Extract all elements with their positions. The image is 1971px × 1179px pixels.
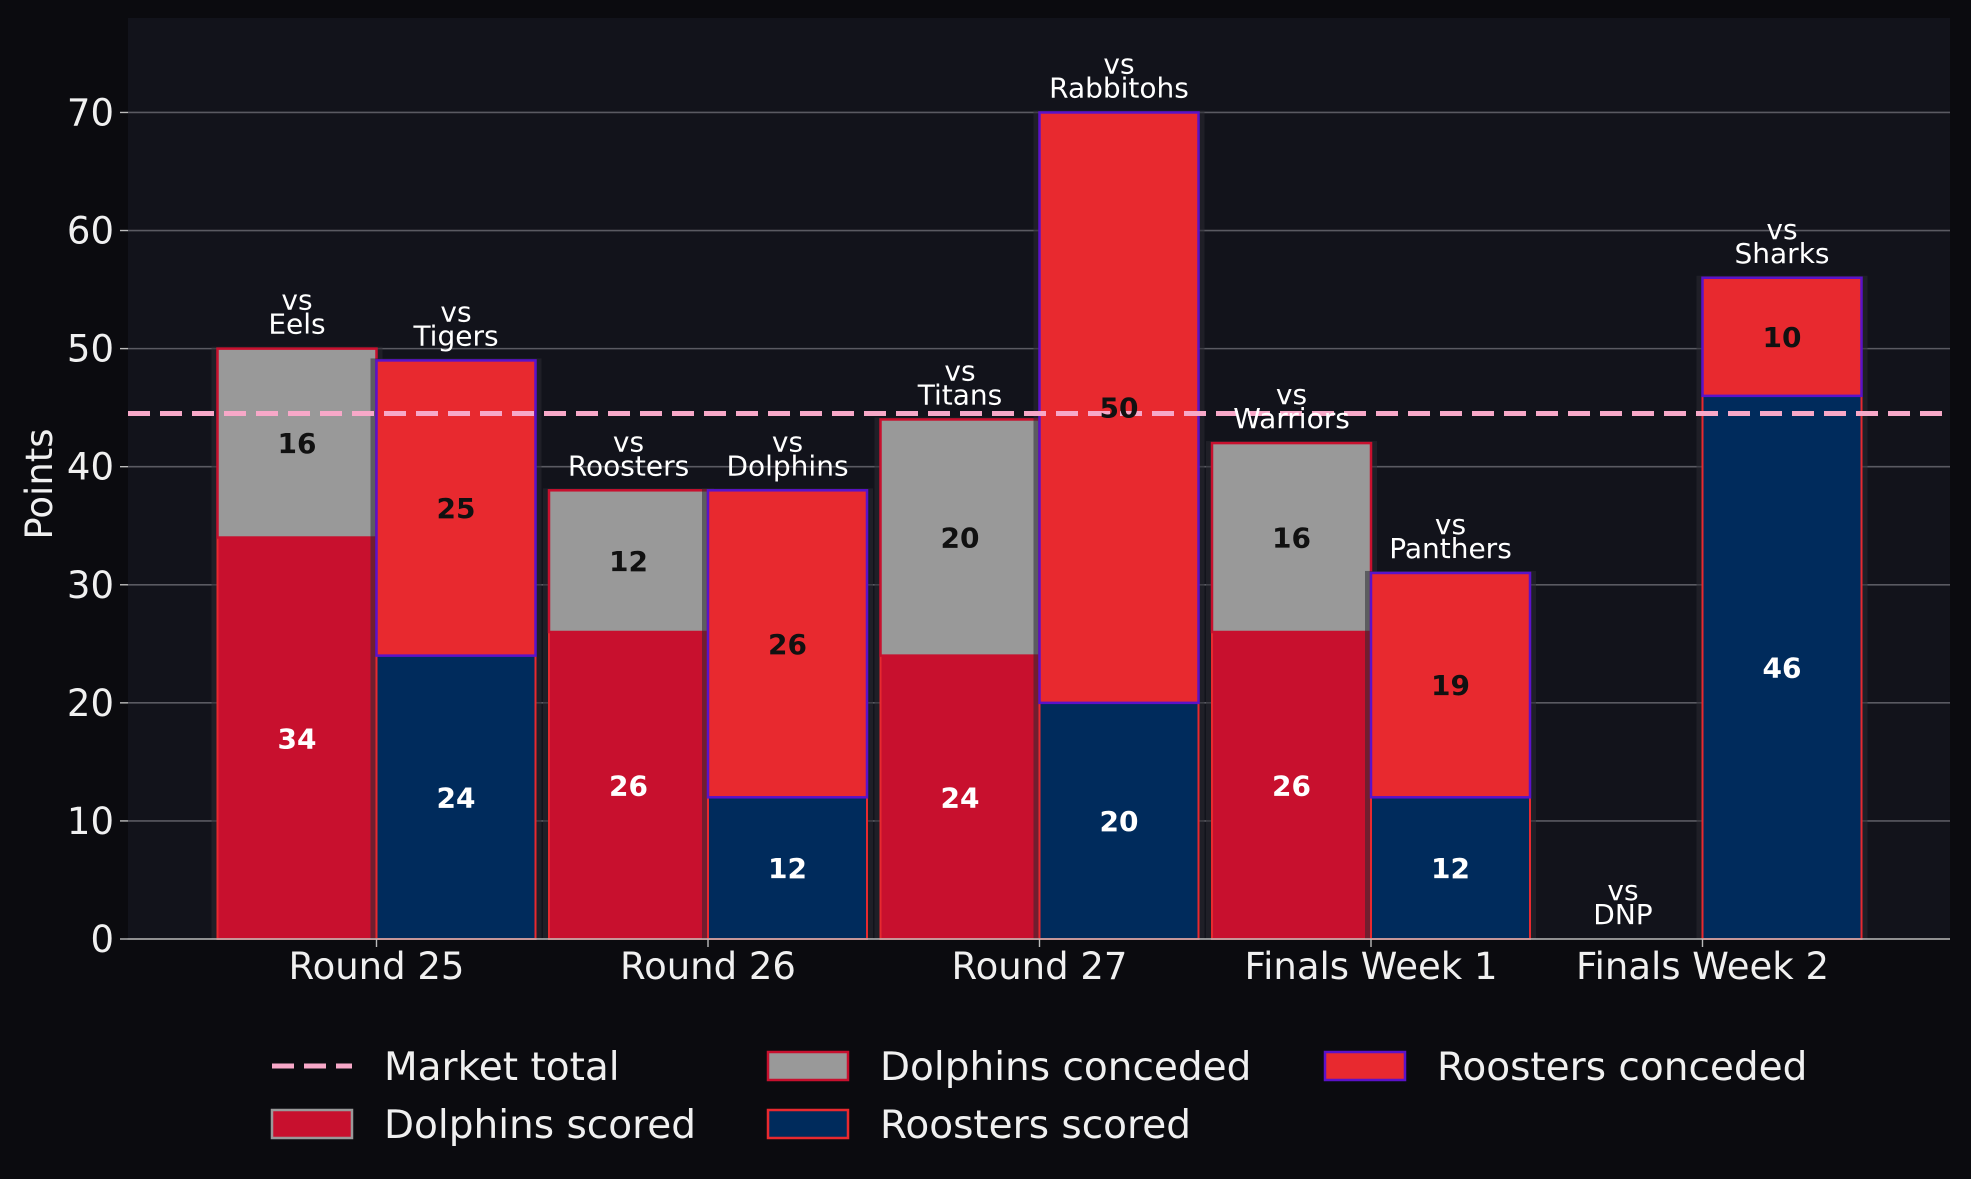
dolphins-scored-bar xyxy=(1211,631,1372,940)
roosters-scored-bar xyxy=(1370,796,1531,940)
dolphins-conceded-bar xyxy=(879,418,1041,657)
y-tick-label: 0 xyxy=(90,918,114,961)
value-label: 26 xyxy=(609,770,648,803)
legend-label: Market total xyxy=(384,1045,620,1090)
value-label: 10 xyxy=(1763,321,1802,354)
x-tick-label: Finals Week 1 xyxy=(1245,945,1498,988)
value-label: 24 xyxy=(437,781,476,814)
roosters-scored-bar xyxy=(1701,394,1863,941)
legend-swatch-dolphins-scored xyxy=(270,1108,354,1140)
bar-labels: 3416vsEels2425vsTigers2612vsRoosters1226… xyxy=(268,47,1829,931)
roosters-conceded-bar xyxy=(1369,571,1532,799)
value-label: 26 xyxy=(768,628,807,661)
bars xyxy=(211,110,1868,941)
opponent-label-line1: vs xyxy=(1766,213,1797,246)
legend: Market total Dolphins conceded Roosters co… xyxy=(270,1045,1807,1148)
value-label: 25 xyxy=(437,492,476,525)
roosters-scored-bar xyxy=(375,654,537,940)
opponent-label-line1: vs xyxy=(944,354,975,387)
opponent-label-line1: vs xyxy=(440,295,471,328)
opponent-label-line1: vs xyxy=(613,425,644,458)
dolphins-conceded-bar xyxy=(216,347,378,539)
x-tick-label: Finals Week 2 xyxy=(1576,945,1829,988)
roosters-conceded-bar xyxy=(375,359,537,657)
value-label: 46 xyxy=(1763,651,1802,684)
dolphins-scored-bar xyxy=(216,536,378,940)
opponent-label-line1: vs xyxy=(1103,47,1134,80)
legend-swatch-dolphins-conceded xyxy=(766,1050,850,1082)
value-label: 16 xyxy=(1272,522,1311,555)
value-label: 50 xyxy=(1100,392,1139,425)
dolphins-scored-bar xyxy=(879,654,1041,940)
value-label: 34 xyxy=(278,722,317,755)
opponent-label-line1: vs xyxy=(1435,508,1466,541)
opponent-label-line2: Panthers xyxy=(1389,532,1512,565)
value-label: 26 xyxy=(1272,770,1311,803)
roosters-scored-bar xyxy=(707,796,868,940)
value-label: 19 xyxy=(1431,669,1470,702)
value-label: 12 xyxy=(1431,852,1470,885)
value-label: 12 xyxy=(609,545,648,578)
opponent-label-line2: Roosters xyxy=(568,449,689,482)
value-label: 16 xyxy=(278,427,317,460)
roosters-scored-bar xyxy=(1038,701,1200,940)
x-tick-label: Round 26 xyxy=(620,945,796,988)
y-tick-label: 50 xyxy=(67,328,114,371)
opponent-label-line2: DNP xyxy=(1593,898,1652,931)
legend-label: Dolphins scored xyxy=(384,1103,696,1148)
x-tick-label: Round 25 xyxy=(289,945,465,988)
y-tick-label: 30 xyxy=(67,564,114,607)
roosters-conceded-bar xyxy=(1701,276,1863,398)
value-label: 24 xyxy=(941,781,980,814)
roosters-conceded-bar xyxy=(1038,111,1200,705)
opponent-label-line1: vs xyxy=(1607,874,1638,907)
y-tick-label: 40 xyxy=(67,446,114,489)
opponent-label-line1: vs xyxy=(1276,378,1307,411)
axes: Points 0 10 20 30 40 50 60 70 Round 25 Round 26 Ro… xyxy=(18,91,1950,988)
x-tick-label: Round 27 xyxy=(952,945,1128,988)
legend-label: Roosters conceded xyxy=(1437,1045,1807,1090)
opponent-label-line1: vs xyxy=(281,284,312,317)
y-tick-label: 20 xyxy=(67,682,114,725)
value-label: 20 xyxy=(1100,805,1139,838)
value-label: 12 xyxy=(768,852,807,885)
opponent-label-line1: vs xyxy=(772,425,803,458)
y-tick-label: 60 xyxy=(67,210,114,253)
dolphins-conceded-bar xyxy=(547,489,710,634)
dolphins-conceded-bar xyxy=(1210,441,1373,634)
dolphins-scored-bar xyxy=(548,631,709,940)
y-axis-title: Points xyxy=(18,428,61,539)
y-tick-label: 10 xyxy=(67,800,114,843)
legend-swatch-roosters-scored xyxy=(766,1108,850,1140)
value-label: 20 xyxy=(941,522,980,555)
legend-label: Roosters scored xyxy=(880,1103,1191,1148)
roosters-conceded-bar xyxy=(706,489,869,799)
legend-swatch-roosters-conceded xyxy=(1323,1050,1407,1082)
opponent-label-line2: Titans xyxy=(917,378,1003,411)
opponent-label-line2: Warriors xyxy=(1233,402,1350,435)
y-tick-label: 70 xyxy=(67,91,114,134)
opponent-label-line2: Tigers xyxy=(412,319,498,352)
opponent-label-line2: Rabbitohs xyxy=(1049,71,1189,104)
legend-label: Dolphins conceded xyxy=(880,1045,1251,1090)
opponent-label-line2: Sharks xyxy=(1735,237,1830,270)
opponent-label-line2: Eels xyxy=(268,308,325,341)
opponent-label-line2: Dolphins xyxy=(726,449,848,482)
